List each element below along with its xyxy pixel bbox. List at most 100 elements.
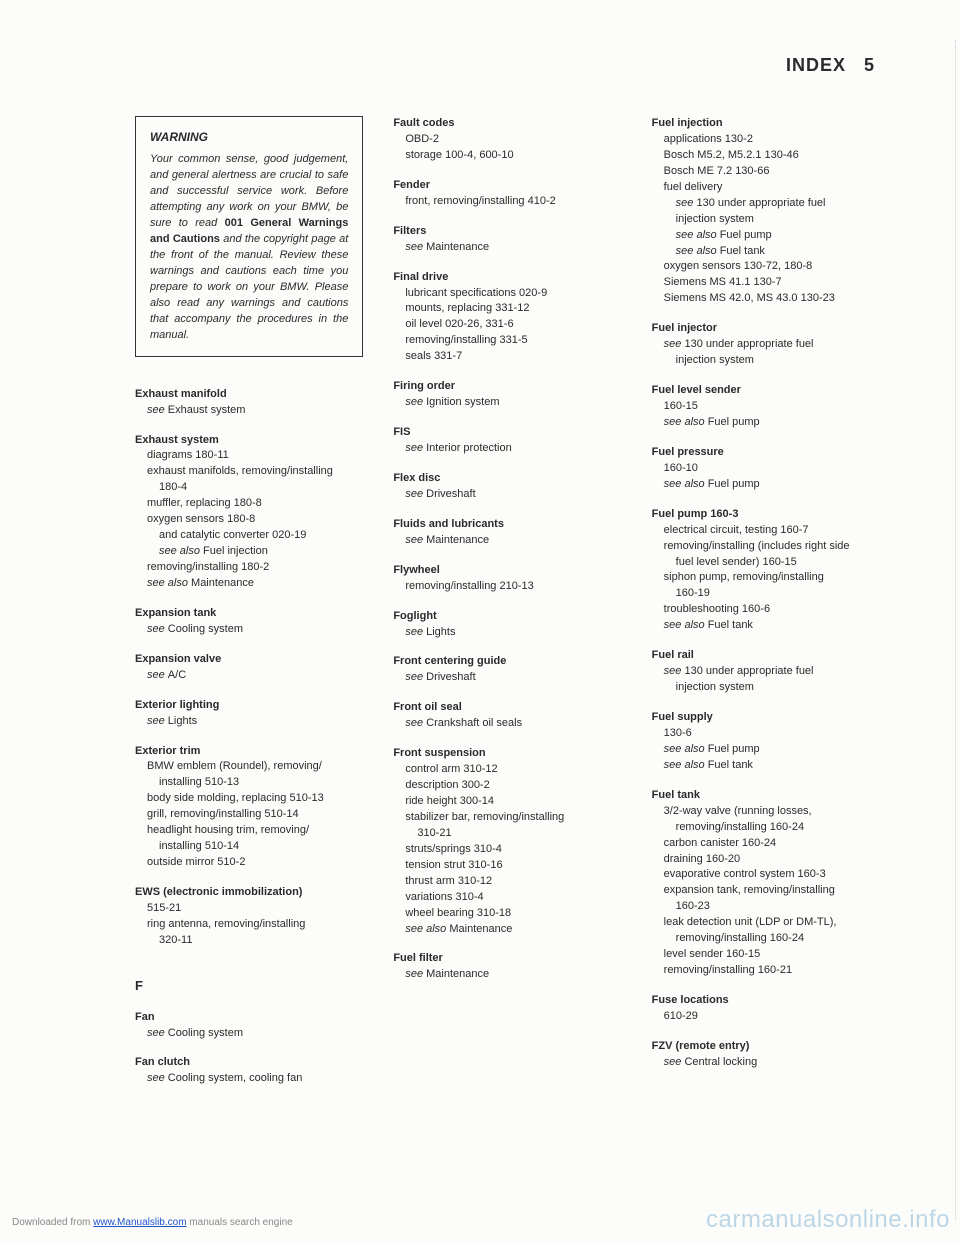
footer-link[interactable]: www.Manualslib.com <box>93 1217 186 1228</box>
see-prefix: see <box>147 715 168 727</box>
see-prefix: see <box>405 488 426 500</box>
entry-text: Lights <box>426 626 455 638</box>
entry-line: injection system <box>652 680 880 696</box>
index-entry: Fuel level sender160-15see also Fuel pum… <box>652 383 880 431</box>
see-prefix: see <box>405 968 426 980</box>
col3-entries: Fuel injectionapplications 130-2Bosch M5… <box>652 116 880 1071</box>
entry-line: see also Fuel pump <box>652 415 880 431</box>
index-entry: Fuse locations610-29 <box>652 993 880 1025</box>
entry-line: see Driveshaft <box>393 670 621 686</box>
warning-title: WARNING <box>150 129 348 146</box>
entry-line: 610-29 <box>652 1009 880 1025</box>
entry-title: Fuel level sender <box>652 383 880 399</box>
entry-title: Front oil seal <box>393 700 621 716</box>
entry-line: see Driveshaft <box>393 487 621 503</box>
entry-title: Exhaust manifold <box>135 387 363 403</box>
entry-text: 130 under appropriate fuel <box>696 197 825 209</box>
index-entry: Exhaust systemdiagrams 180-11exhaust man… <box>135 433 363 592</box>
col1-entries: Exhaust manifoldsee Exhaust system Exhaus… <box>135 387 363 949</box>
entry-line: see A/C <box>135 668 363 684</box>
entry-title: Exterior trim <box>135 744 363 760</box>
see-prefix: see also <box>664 619 708 631</box>
entry-line: seals 331-7 <box>393 349 621 365</box>
entry-text: 130 under appropriate fuel <box>684 338 813 350</box>
entry-line: see Maintenance <box>393 533 621 549</box>
entry-title: Flywheel <box>393 563 621 579</box>
col2-entries: Fault codesOBD-2storage 100-4, 600-10 Fen… <box>393 116 621 983</box>
entry-line: see also Fuel pump <box>652 477 880 493</box>
entry-line: fuel delivery <box>652 180 880 196</box>
entry-line: see Maintenance <box>393 240 621 256</box>
index-entry: Expansion valvesee A/C <box>135 652 363 684</box>
warning-body: Your common sense, good judgement, and g… <box>150 152 348 343</box>
entry-line: see Lights <box>393 625 621 641</box>
see-prefix: see also <box>664 743 708 755</box>
see-prefix: see also <box>664 416 708 428</box>
entry-title: EWS (electronic immobilization) <box>135 885 363 901</box>
entry-line: see also Maintenance <box>393 922 621 938</box>
see-prefix: see also <box>664 478 708 490</box>
entry-line: control arm 310-12 <box>393 762 621 778</box>
see-prefix: see <box>664 1056 685 1068</box>
entry-line: see also Fuel tank <box>652 618 880 634</box>
entry-line: variations 310-4 <box>393 890 621 906</box>
entry-line: expansion tank, removing/installing <box>652 883 880 899</box>
section-letter-f: F <box>135 977 363 996</box>
see-prefix: see <box>405 534 426 546</box>
entry-line: muffler, replacing 180-8 <box>135 496 363 512</box>
entry-line: see also Fuel pump <box>652 228 880 244</box>
entry-text: Maintenance <box>449 923 512 935</box>
entry-title: Expansion tank <box>135 606 363 622</box>
entry-title: Fuel injector <box>652 321 880 337</box>
entry-line: see Exhaust system <box>135 403 363 419</box>
entry-text: Cooling system <box>168 1027 243 1039</box>
entry-line: description 300-2 <box>393 778 621 794</box>
entry-line: Siemens MS 42.0, MS 43.0 130-23 <box>652 291 880 307</box>
entry-title: Fender <box>393 178 621 194</box>
index-entry: Fluids and lubricantssee Maintenance <box>393 517 621 549</box>
entry-line: removing/installing 160-24 <box>652 820 880 836</box>
index-entry: Front oil sealsee Crankshaft oil seals <box>393 700 621 732</box>
index-entry: Fuel filtersee Maintenance <box>393 951 621 983</box>
entry-line: fuel level sender) 160-15 <box>652 555 880 571</box>
entry-title: Foglight <box>393 609 621 625</box>
entry-line: oxygen sensors 130-72, 180-8 <box>652 259 880 275</box>
entry-text: Ignition system <box>426 396 499 408</box>
entry-line: outside mirror 510-2 <box>135 855 363 871</box>
index-entry: Filterssee Maintenance <box>393 224 621 256</box>
index-entry: EWS (electronic immobilization)515-21rin… <box>135 885 363 949</box>
index-entry: Fenderfront, removing/installing 410-2 <box>393 178 621 210</box>
see-prefix: see also <box>147 577 191 589</box>
entry-line: removing/installing 160-24 <box>652 931 880 947</box>
entry-title: Front suspension <box>393 746 621 762</box>
see-prefix: see also <box>664 759 708 771</box>
entry-line: thrust arm 310-12 <box>393 874 621 890</box>
entry-line: 515-21 <box>135 901 363 917</box>
see-prefix: see <box>147 669 168 681</box>
index-entry: Expansion tanksee Cooling system <box>135 606 363 638</box>
footer-left: Downloaded from www.Manualslib.com manua… <box>12 1217 293 1228</box>
entry-line: tension strut 310-16 <box>393 858 621 874</box>
entry-text: Driveshaft <box>426 671 476 683</box>
footer-pre: Downloaded from <box>12 1217 93 1228</box>
entry-line: siphon pump, removing/installing <box>652 570 880 586</box>
entry-line: ring antenna, removing/installing <box>135 917 363 933</box>
entry-title: Fuel pressure <box>652 445 880 461</box>
entry-line: see Cooling system <box>135 1026 363 1042</box>
index-entry: Fuel injectionapplications 130-2Bosch M5… <box>652 116 880 307</box>
entry-line: front, removing/installing 410-2 <box>393 194 621 210</box>
index-entry: Fault codesOBD-2storage 100-4, 600-10 <box>393 116 621 164</box>
entry-line: see Maintenance <box>393 967 621 983</box>
entry-line: mounts, replacing 331-12 <box>393 301 621 317</box>
entry-line: Bosch M5.2, M5.2.1 130-46 <box>652 148 880 164</box>
see-prefix: see <box>664 338 685 350</box>
entry-line: electrical circuit, testing 160-7 <box>652 523 880 539</box>
entry-title: Fuel pump 160-3 <box>652 507 880 523</box>
index-entry: Fansee Cooling system <box>135 1010 363 1042</box>
entry-line: draining 160-20 <box>652 852 880 868</box>
index-entry: Flex discsee Driveshaft <box>393 471 621 503</box>
warning-post: and the copyright page at the front of t… <box>150 233 348 341</box>
entry-line: carbon canister 160-24 <box>652 836 880 852</box>
entry-text: Fuel tank <box>708 619 753 631</box>
index-entry: Fan clutchsee Cooling system, cooling fa… <box>135 1055 363 1087</box>
